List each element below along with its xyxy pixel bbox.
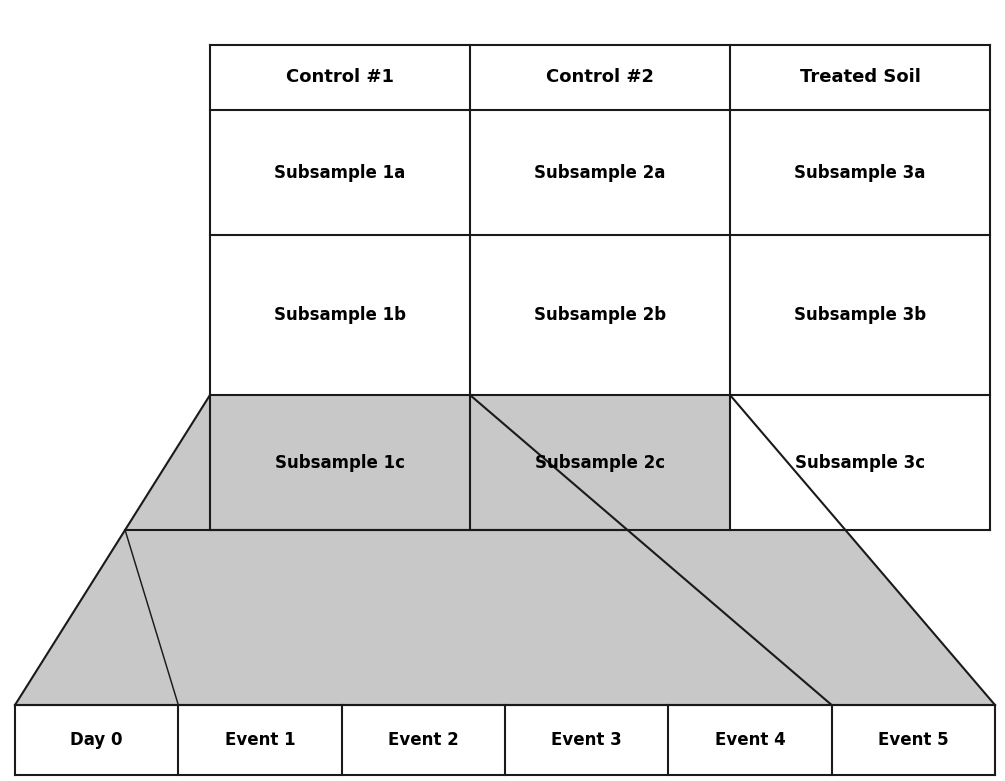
Text: Event 2: Event 2 — [388, 731, 458, 749]
Text: Event 1: Event 1 — [225, 731, 295, 749]
Bar — [210, 110, 990, 235]
Polygon shape — [15, 395, 995, 705]
Text: Subsample 3a: Subsample 3a — [794, 163, 926, 181]
Text: Subsample 3c: Subsample 3c — [795, 454, 925, 472]
Bar — [210, 45, 990, 110]
Bar — [210, 235, 990, 395]
Text: Subsample 3b: Subsample 3b — [794, 306, 926, 324]
Text: Event 5: Event 5 — [878, 731, 949, 749]
Text: Treated Soil: Treated Soil — [800, 69, 921, 87]
Text: Subsample 1a: Subsample 1a — [274, 163, 406, 181]
Text: Event 3: Event 3 — [552, 731, 622, 749]
Text: Control #1: Control #1 — [286, 69, 394, 87]
Text: Subsample 2c: Subsample 2c — [535, 454, 665, 472]
Text: Subsample 2b: Subsample 2b — [534, 306, 666, 324]
Text: Day 0: Day 0 — [70, 731, 123, 749]
Text: Subsample 2a: Subsample 2a — [535, 163, 665, 181]
Text: Control #2: Control #2 — [546, 69, 654, 87]
Text: Subsample 1c: Subsample 1c — [275, 454, 405, 472]
Text: Subsample 1b: Subsample 1b — [274, 306, 406, 324]
Text: Event 4: Event 4 — [715, 731, 785, 749]
Bar — [730, 395, 990, 530]
